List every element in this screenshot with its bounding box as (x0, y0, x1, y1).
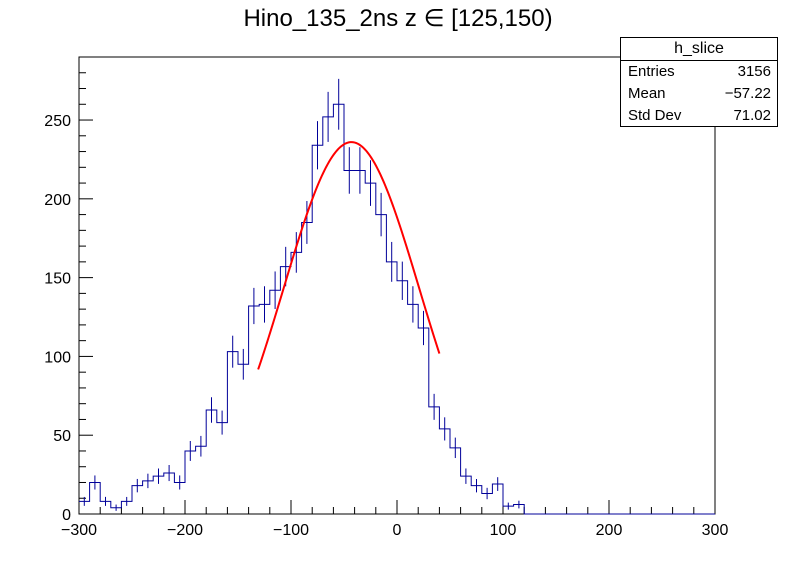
stats-key: Entries (628, 63, 675, 80)
x-tick-label: 0 (393, 522, 402, 539)
stats-row-entries: Entries 3156 (621, 61, 777, 83)
y-tick-label: 50 (53, 428, 71, 445)
x-tick-label: −300 (61, 522, 97, 539)
stats-value: −57.22 (724, 85, 771, 102)
stats-key: Std Dev (628, 107, 682, 124)
fit-curve-group (257, 141, 441, 370)
x-tick-label: 300 (702, 522, 729, 539)
y-tick-label: 100 (44, 349, 71, 366)
y-tick-label: 250 (44, 113, 71, 130)
stats-box: h_slice Entries 3156 Mean −57.22 Std Dev… (620, 37, 778, 127)
stats-box-title: h_slice (621, 38, 777, 61)
stats-value: 71.02 (733, 107, 771, 124)
chart-title: Hino_135_2ns z ∈ [125,150) (243, 5, 553, 32)
stats-row-stddev: Std Dev 71.02 (621, 105, 777, 127)
y-tick-label: 150 (44, 271, 71, 288)
histogram-step-line (79, 103, 715, 515)
x-tick-label: 200 (596, 522, 623, 539)
y-tick-label: 0 (62, 507, 71, 524)
x-tick-label: −100 (273, 522, 309, 539)
x-tick-label: −200 (167, 522, 203, 539)
y-tick-label: 200 (44, 192, 71, 209)
axis-ticks (78, 72, 716, 515)
x-tick-label: 100 (490, 522, 517, 539)
stats-value: 3156 (737, 63, 771, 80)
fit-curve (257, 141, 441, 370)
stats-row-mean: Mean −57.22 (621, 83, 777, 105)
tick-labels: −300 −200 −100 0 100 200 300 0 50 100 150 200 250 (44, 113, 728, 539)
stats-key: Mean (628, 85, 666, 102)
histogram-series (79, 78, 715, 515)
